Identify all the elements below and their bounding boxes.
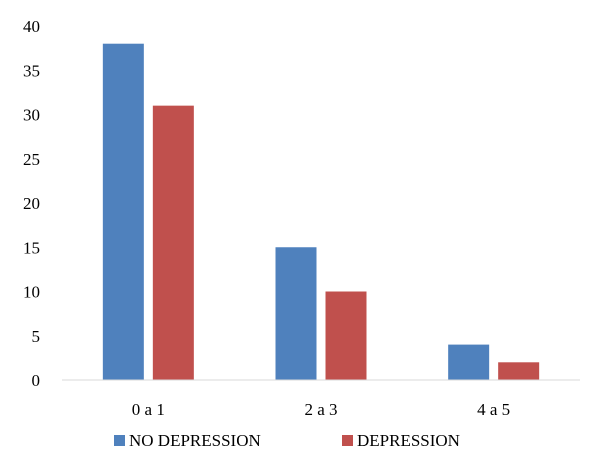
x-tick-label: 0 a 1 (132, 400, 165, 419)
y-tick-label: 25 (23, 150, 40, 169)
legend-swatch-no-depression (114, 435, 125, 446)
y-tick-label: 20 (23, 194, 40, 213)
bar-depression (498, 362, 540, 380)
x-tick-label: 2 a 3 (304, 400, 337, 419)
y-tick-label: 40 (23, 17, 40, 36)
y-tick-label: 15 (23, 238, 40, 257)
bar-no-depression (448, 344, 490, 380)
legend-swatch-depression (342, 435, 353, 446)
legend: NO DEPRESSION DEPRESSION (114, 431, 460, 450)
y-axis-ticks: 0 5 10 15 20 25 30 35 40 (23, 17, 40, 390)
y-tick-label: 0 (32, 371, 41, 390)
y-tick-label: 35 (23, 61, 40, 80)
legend-label-depression: DEPRESSION (357, 431, 460, 450)
y-tick-label: 5 (32, 327, 41, 346)
x-axis-ticks: 0 a 1 2 a 3 4 a 5 (132, 400, 510, 419)
bar-depression (152, 105, 194, 381)
legend-label-no-depression: NO DEPRESSION (129, 431, 261, 450)
bar-depression (325, 291, 367, 380)
y-tick-label: 30 (23, 106, 40, 125)
bar-no-depression (275, 247, 317, 380)
bars (102, 43, 540, 381)
y-tick-label: 10 (23, 283, 40, 302)
bar-no-depression (102, 43, 144, 380)
x-tick-label: 4 a 5 (477, 400, 510, 419)
